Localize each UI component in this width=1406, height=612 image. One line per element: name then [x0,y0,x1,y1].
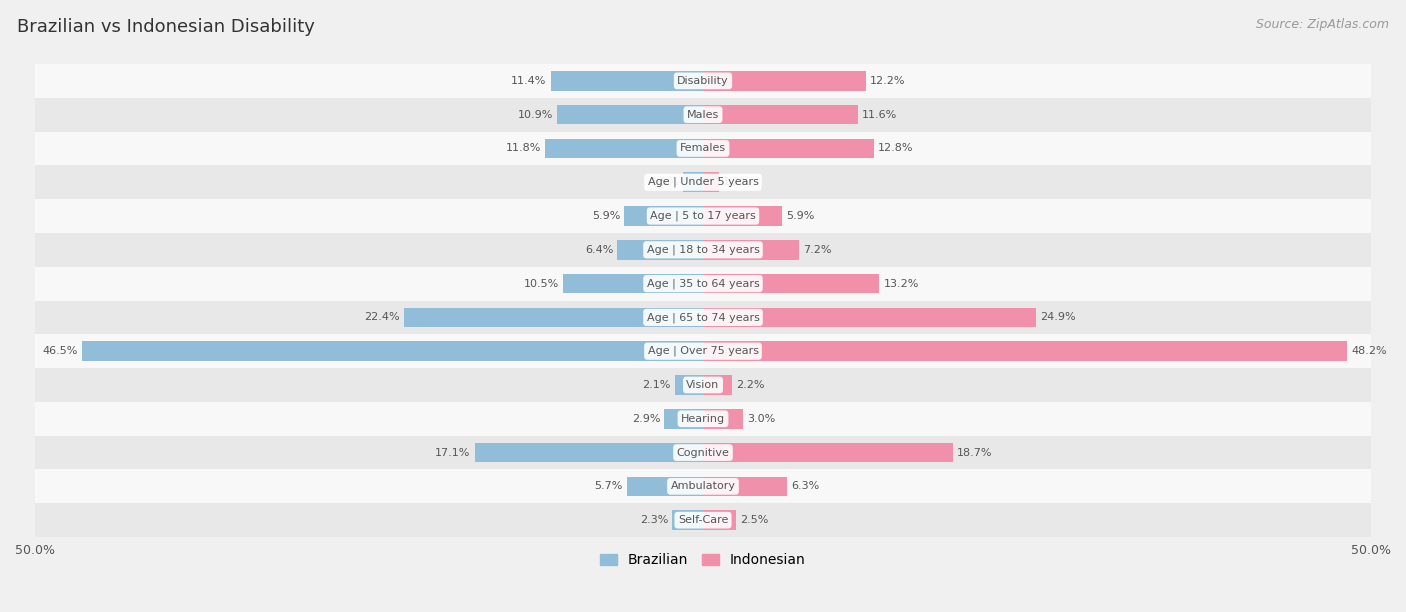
Text: Brazilian vs Indonesian Disability: Brazilian vs Indonesian Disability [17,18,315,36]
Bar [703,71,866,91]
Text: Age | 18 to 34 years: Age | 18 to 34 years [647,245,759,255]
Bar [546,139,703,159]
Text: 6.3%: 6.3% [792,482,820,491]
Bar [35,233,1371,267]
Bar [35,165,1371,199]
Text: Males: Males [688,110,718,120]
Text: 17.1%: 17.1% [436,447,471,458]
Text: 11.8%: 11.8% [506,143,541,154]
Text: 24.9%: 24.9% [1039,312,1076,323]
Text: 12.8%: 12.8% [877,143,914,154]
Bar [703,477,787,496]
Bar [35,469,1371,503]
Text: 5.7%: 5.7% [595,482,623,491]
Text: Disability: Disability [678,76,728,86]
Text: Age | Under 5 years: Age | Under 5 years [648,177,758,187]
Bar [624,206,703,226]
Text: Females: Females [681,143,725,154]
Bar [35,368,1371,402]
Text: 46.5%: 46.5% [42,346,77,356]
Text: 1.2%: 1.2% [723,177,751,187]
Bar [703,341,1347,361]
Bar [703,105,858,124]
Text: 18.7%: 18.7% [957,447,993,458]
Bar [703,308,1036,327]
Bar [703,375,733,395]
Bar [551,71,703,91]
Bar [703,139,875,159]
Bar [35,64,1371,98]
Text: 22.4%: 22.4% [364,312,399,323]
Bar [562,274,703,293]
Bar [82,341,703,361]
Bar [672,510,703,530]
Text: 2.2%: 2.2% [737,380,765,390]
Text: Age | Over 75 years: Age | Over 75 years [648,346,758,356]
Text: Source: ZipAtlas.com: Source: ZipAtlas.com [1256,18,1389,31]
Text: 7.2%: 7.2% [803,245,832,255]
Bar [703,274,879,293]
Bar [664,409,703,428]
Text: 3.0%: 3.0% [747,414,775,424]
Text: 10.5%: 10.5% [523,278,558,289]
Text: Hearing: Hearing [681,414,725,424]
Text: Ambulatory: Ambulatory [671,482,735,491]
Text: Vision: Vision [686,380,720,390]
Bar [703,206,782,226]
Text: 5.9%: 5.9% [592,211,620,221]
Bar [404,308,703,327]
Bar [35,199,1371,233]
Text: 10.9%: 10.9% [517,110,554,120]
Bar [35,402,1371,436]
Bar [703,510,737,530]
Bar [703,442,953,463]
Bar [675,375,703,395]
Text: 6.4%: 6.4% [585,245,613,255]
Text: 5.9%: 5.9% [786,211,814,221]
Legend: Brazilian, Indonesian: Brazilian, Indonesian [595,548,811,573]
Bar [475,442,703,463]
Bar [35,132,1371,165]
Text: Age | 65 to 74 years: Age | 65 to 74 years [647,312,759,323]
Bar [627,477,703,496]
Text: Self-Care: Self-Care [678,515,728,525]
Bar [683,173,703,192]
Bar [557,105,703,124]
Bar [35,98,1371,132]
Text: Age | 35 to 64 years: Age | 35 to 64 years [647,278,759,289]
Bar [703,409,744,428]
Text: 2.5%: 2.5% [741,515,769,525]
Text: 2.1%: 2.1% [643,380,671,390]
Text: 12.2%: 12.2% [870,76,905,86]
Bar [35,503,1371,537]
Text: 11.4%: 11.4% [512,76,547,86]
Bar [703,240,799,259]
Text: 11.6%: 11.6% [862,110,897,120]
Text: 2.3%: 2.3% [640,515,668,525]
Text: Age | 5 to 17 years: Age | 5 to 17 years [650,211,756,222]
Bar [617,240,703,259]
Text: Cognitive: Cognitive [676,447,730,458]
Bar [35,334,1371,368]
Bar [35,267,1371,300]
Text: 2.9%: 2.9% [631,414,661,424]
Bar [703,173,718,192]
Bar [35,436,1371,469]
Text: 1.5%: 1.5% [651,177,679,187]
Text: 48.2%: 48.2% [1351,346,1386,356]
Text: 13.2%: 13.2% [883,278,918,289]
Bar [35,300,1371,334]
